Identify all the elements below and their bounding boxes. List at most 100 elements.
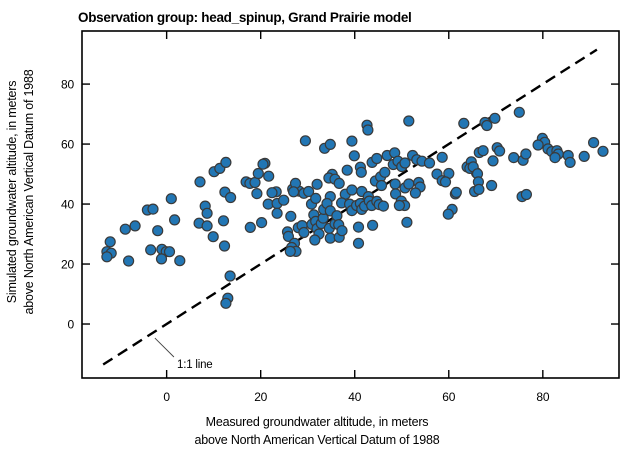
data-point: [252, 167, 264, 180]
y-tick-label: 20: [61, 258, 74, 272]
data-point: [331, 210, 343, 222]
data-point: [152, 225, 164, 237]
data-point: [194, 176, 206, 188]
data-point: [520, 188, 533, 201]
data-point: [513, 106, 525, 118]
data-point: [532, 139, 544, 151]
data-point: [436, 151, 448, 163]
data-point: [587, 137, 600, 149]
data-point: [346, 135, 358, 147]
data-point: [508, 152, 520, 164]
data-point: [564, 156, 576, 168]
tick-labels: 0 20 40 60 80 0 20 40 60 80: [61, 78, 550, 404]
y-tick-label: 0: [68, 318, 75, 332]
annotation-leader: [154, 337, 175, 358]
annotation-leader-line: [154, 337, 175, 358]
data-point: [288, 186, 300, 198]
data-point: [486, 179, 498, 192]
x-axis-label-line1: Measured groundwater altitude, in meters: [206, 415, 429, 429]
x-tick-label: 20: [254, 390, 267, 404]
data-point: [217, 215, 230, 227]
data-point: [578, 150, 590, 162]
data-point: [597, 145, 609, 157]
data-point: [346, 184, 358, 196]
data-point: [348, 150, 360, 162]
data-point: [225, 191, 237, 204]
data-point: [224, 270, 236, 282]
data-point: [409, 187, 421, 199]
data-point: [207, 231, 219, 243]
data-point: [174, 255, 186, 267]
data-point: [129, 220, 141, 232]
data-point: [379, 166, 391, 178]
data-point: [278, 194, 290, 206]
data-point: [298, 226, 310, 239]
data-point: [439, 176, 452, 188]
data-points-group: [101, 106, 609, 309]
data-point: [201, 220, 213, 232]
data-point: [442, 208, 454, 220]
x-tick-label: 40: [348, 390, 361, 404]
data-point: [218, 240, 231, 252]
data-point: [423, 157, 436, 169]
y-tick-label: 60: [61, 138, 74, 152]
chart-title: Observation group: head_spinup, Grand Pr…: [78, 10, 412, 25]
data-point: [393, 199, 405, 212]
data-point: [450, 186, 462, 198]
data-point: [355, 166, 367, 178]
data-point: [549, 152, 561, 164]
data-point: [352, 237, 365, 249]
data-point: [520, 148, 532, 160]
data-point: [263, 170, 275, 182]
tick-marks: [82, 31, 619, 378]
one-to-one-line: [102, 48, 598, 366]
data-point: [341, 164, 353, 176]
data-point: [147, 203, 159, 215]
data-point: [333, 177, 345, 189]
data-point: [271, 207, 283, 219]
data-point: [285, 210, 297, 222]
y-tick-label: 80: [61, 78, 74, 92]
data-point: [477, 145, 489, 157]
data-point: [101, 251, 113, 263]
data-point: [256, 217, 268, 229]
data-point: [220, 156, 232, 168]
data-point: [310, 192, 322, 204]
data-point: [481, 119, 493, 132]
data-point: [155, 253, 168, 265]
data-point: [244, 221, 256, 233]
data-point: [266, 187, 278, 199]
data-point: [403, 115, 415, 127]
x-tick-label: 0: [163, 390, 170, 404]
data-point: [389, 178, 401, 190]
data-point: [145, 244, 157, 256]
data-point: [324, 138, 336, 150]
data-point: [220, 297, 232, 309]
data-point: [487, 155, 499, 167]
data-point: [284, 245, 296, 257]
data-point: [362, 124, 374, 136]
data-point: [251, 188, 263, 200]
one-to-one-line-group: [102, 48, 598, 366]
data-point: [367, 219, 379, 231]
data-point: [371, 152, 383, 165]
data-point: [336, 225, 348, 237]
y-tick-label: 40: [61, 198, 74, 212]
x-axis-label-line2: above North American Vertical Datum of 1…: [194, 433, 439, 447]
data-point: [390, 188, 402, 200]
data-point: [104, 236, 116, 248]
data-point: [303, 185, 315, 198]
data-point: [399, 157, 411, 169]
data-point: [282, 230, 294, 242]
data-point: [165, 193, 177, 205]
data-point: [352, 221, 365, 233]
x-tick-label: 60: [442, 390, 455, 404]
data-point: [377, 200, 389, 212]
data-point: [123, 255, 135, 267]
data-point: [201, 207, 213, 219]
data-point: [163, 246, 176, 258]
x-tick-label: 80: [536, 390, 549, 404]
data-point: [311, 178, 323, 190]
